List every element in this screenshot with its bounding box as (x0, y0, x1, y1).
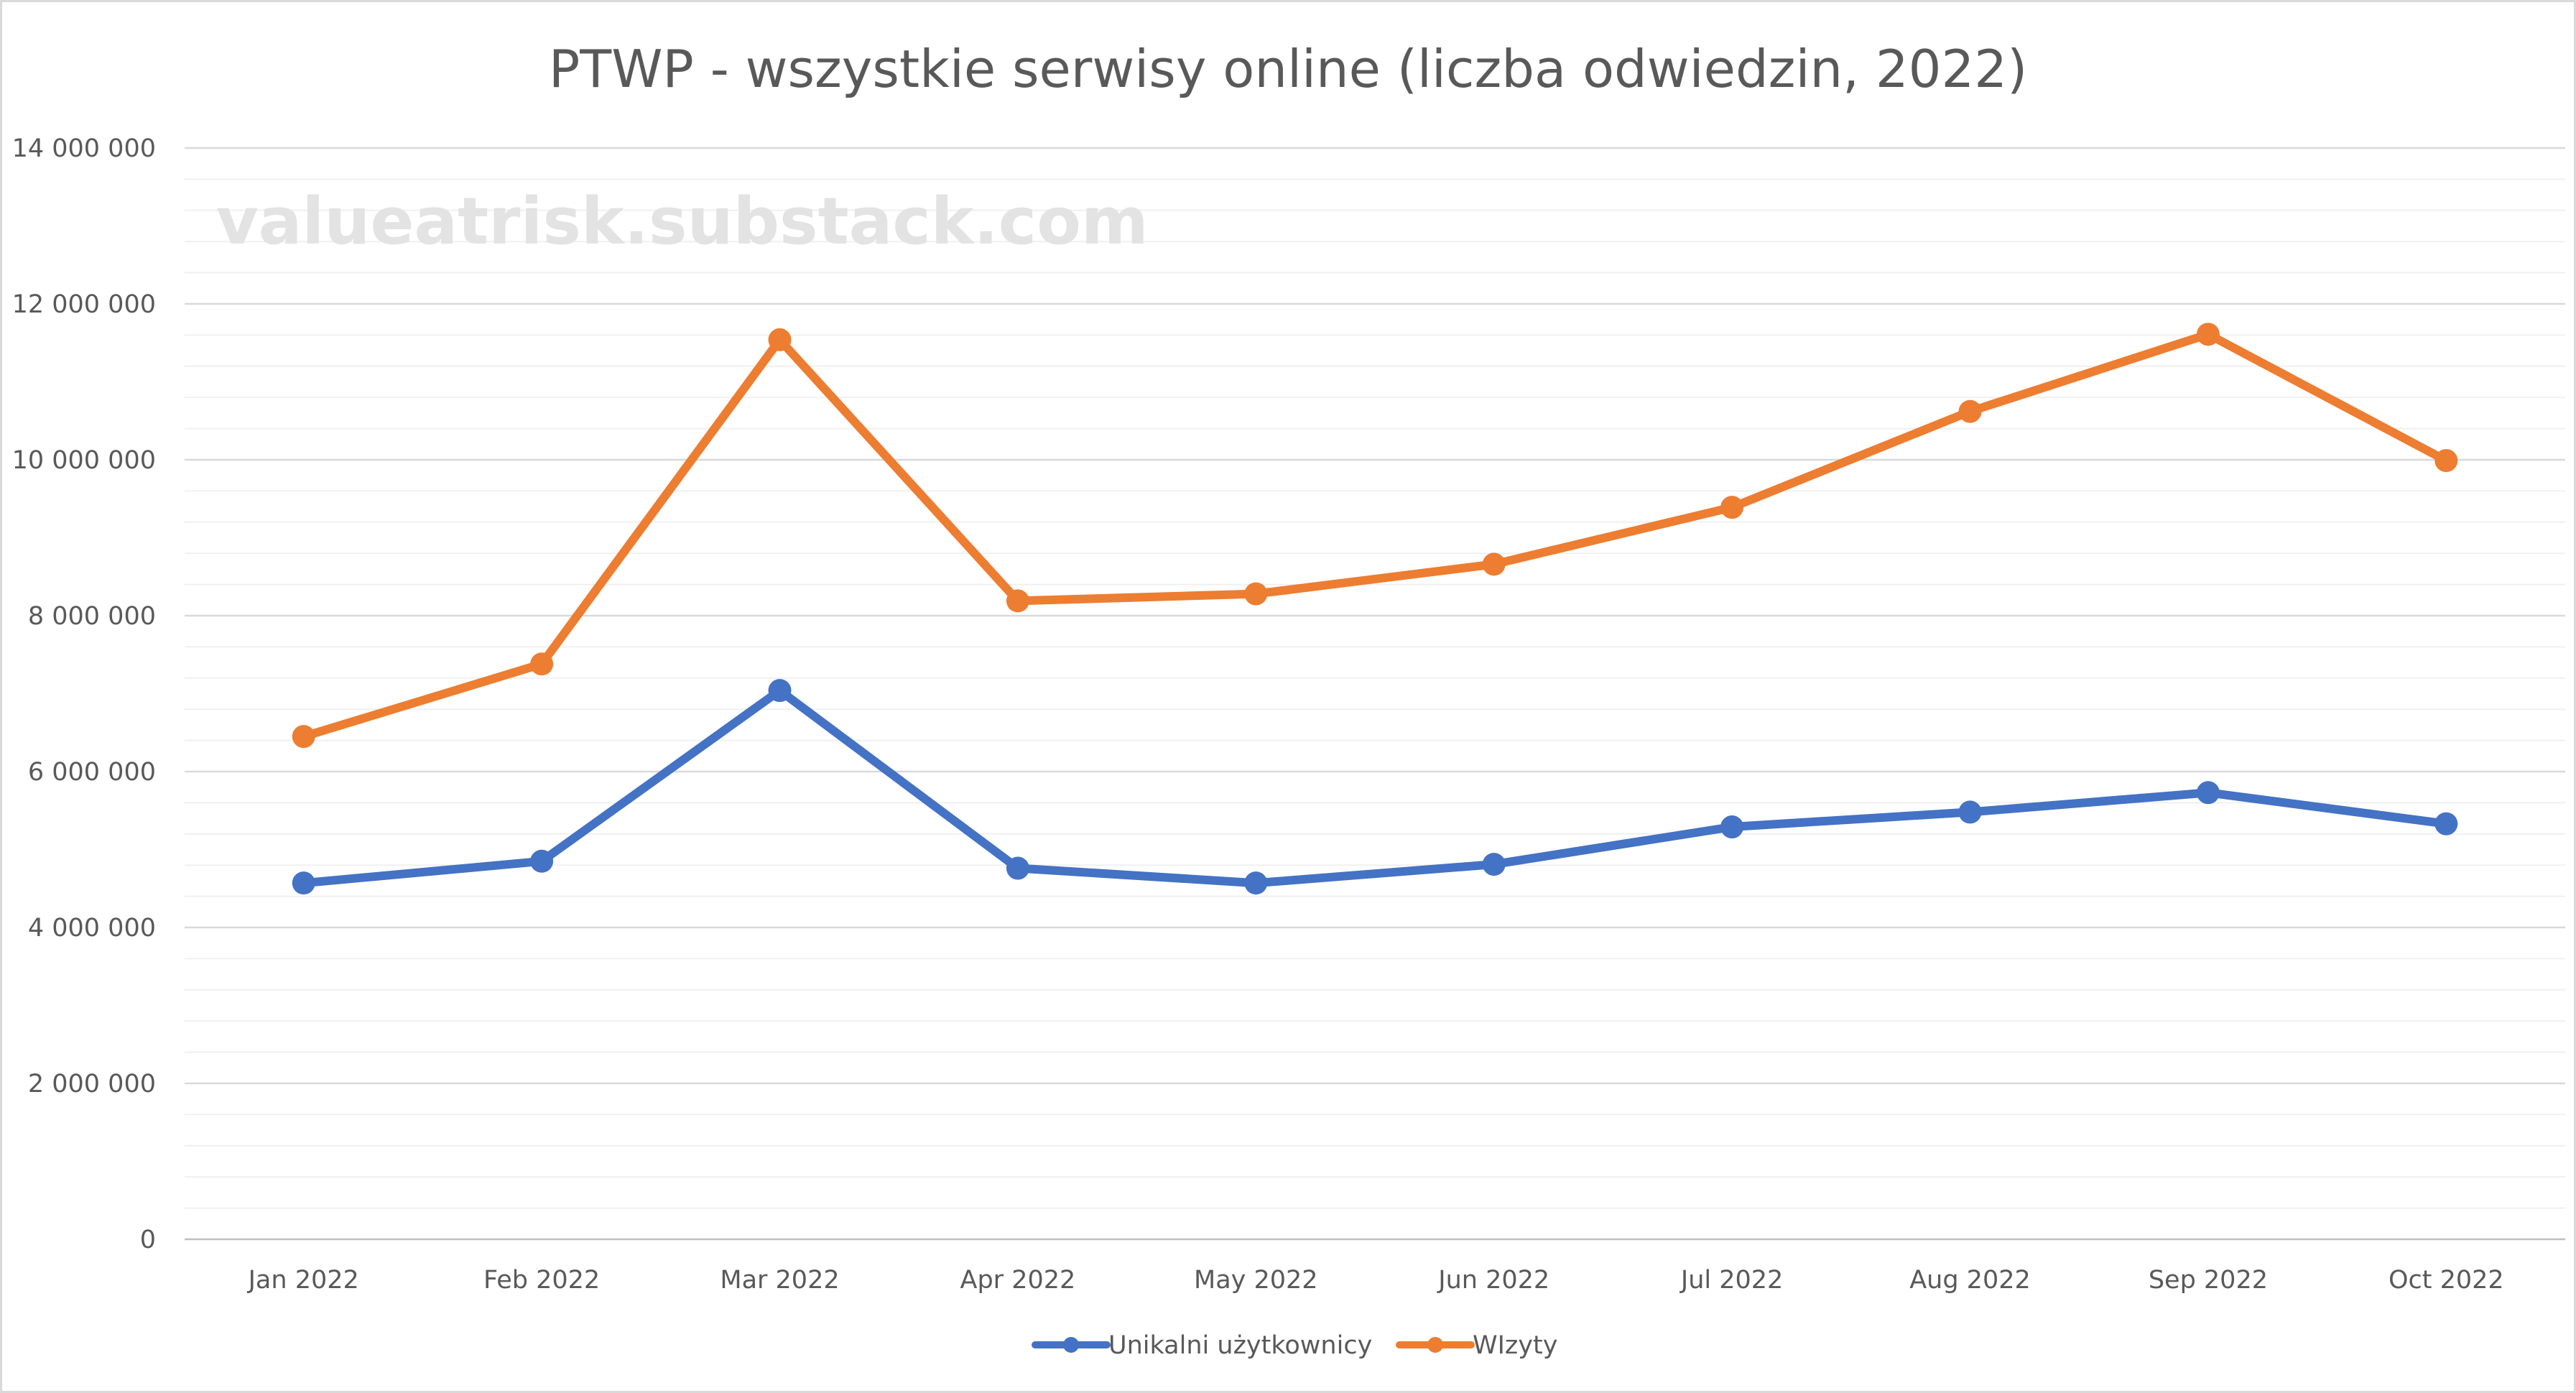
x-tick-label: Aug 2022 (1909, 1266, 2031, 1295)
data-point (1006, 856, 1029, 880)
y-tick-label: 10 000 000 (12, 446, 156, 475)
y-tick-label: 4 000 000 (28, 914, 156, 943)
data-point (2434, 812, 2458, 836)
data-point (768, 328, 792, 351)
series-layer (292, 323, 2458, 895)
data-point (1958, 800, 1982, 824)
x-axis: Jan 2022 Feb 2022 Mar 2022 Apr 2022 May 2022… (247, 1266, 2504, 1295)
legend: Unikalni użytkownicy WIzyty (1032, 1331, 1557, 1360)
legend-marker (1427, 1337, 1443, 1353)
y-tick-label: 6 000 000 (28, 758, 156, 787)
legend-entry: WIzyty (1396, 1331, 1557, 1360)
x-tick-label: Mar 2022 (720, 1266, 839, 1295)
y-tick-label: 2 000 000 (28, 1070, 156, 1098)
series-line (299, 330, 2451, 741)
x-tick-label: Apr 2022 (960, 1266, 1076, 1295)
watermark-text: valueatrisk.substack.com (216, 184, 1149, 259)
data-point (530, 652, 554, 676)
x-tick-label: Feb 2022 (483, 1266, 600, 1295)
x-tick-label: May 2022 (1194, 1266, 1318, 1295)
legend-label: WIzyty (1473, 1331, 1557, 1360)
y-tick-label: 12 000 000 (12, 290, 156, 319)
data-point (2196, 781, 2220, 805)
data-point (1482, 853, 1506, 876)
y-tick-label: 0 (140, 1226, 156, 1254)
chart-title: PTWP - wszystkie serwisy online (liczba … (549, 39, 2027, 99)
x-tick-label: Jun 2022 (1437, 1266, 1549, 1295)
data-point (530, 849, 554, 873)
x-tick-label: Jul 2022 (1680, 1266, 1783, 1295)
legend-entry: Unikalni użytkownicy (1032, 1331, 1372, 1360)
data-point (292, 871, 315, 895)
series-line (299, 686, 2451, 888)
data-point (1720, 496, 1744, 519)
legend-label: Unikalni użytkownicy (1108, 1331, 1372, 1360)
x-tick-label: Sep 2022 (2149, 1266, 2268, 1295)
x-tick-label: Oct 2022 (2389, 1266, 2504, 1295)
data-point (1244, 871, 1268, 895)
data-point (1482, 552, 1506, 576)
x-tick-label: Jan 2022 (247, 1266, 359, 1295)
data-point (1006, 589, 1029, 613)
y-axis: 0 2 000 000 4 000 000 6 000 000 8 000 000 10 … (12, 134, 156, 1254)
legend-marker (1063, 1337, 1079, 1353)
gridlines (185, 147, 2565, 1241)
data-point (2196, 323, 2220, 346)
y-tick-label: 14 000 000 (12, 134, 156, 163)
data-point (2434, 449, 2458, 473)
series-1 (292, 679, 2458, 895)
data-point (1958, 399, 1982, 423)
series-2 (292, 323, 2458, 749)
data-point (768, 679, 792, 703)
data-point (1720, 815, 1744, 839)
data-point (1244, 582, 1268, 606)
data-point (292, 725, 315, 749)
y-tick-label: 8 000 000 (28, 602, 156, 631)
